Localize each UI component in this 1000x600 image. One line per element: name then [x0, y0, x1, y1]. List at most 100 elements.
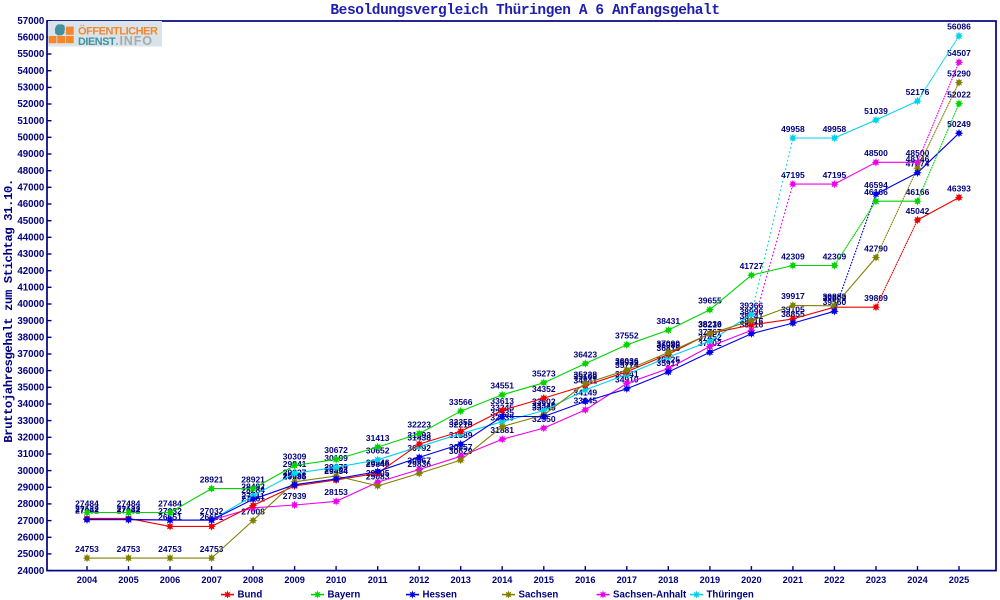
svg-text:2020: 2020 [741, 575, 761, 585]
svg-text:Bruttojahresgehalt zum Stichta: Bruttojahresgehalt zum Stichtag 31.10. [2, 179, 16, 443]
svg-text:50000: 50000 [17, 133, 44, 144]
svg-text:48500: 48500 [906, 148, 930, 158]
svg-text:25000: 25000 [17, 549, 44, 560]
svg-text:2025: 2025 [949, 575, 969, 585]
svg-text:35933: 35933 [615, 358, 639, 368]
svg-text:28153: 28153 [324, 487, 348, 497]
svg-text:Besoldungsvergleich Thüringen: Besoldungsvergleich Thüringen A 6 Anfang… [330, 3, 719, 19]
svg-text:47195: 47195 [823, 170, 847, 180]
svg-text:53000: 53000 [17, 83, 44, 94]
svg-text:37000: 37000 [17, 349, 44, 360]
svg-text:2007: 2007 [201, 575, 221, 585]
svg-text:Bund: Bund [238, 589, 263, 600]
svg-text:2012: 2012 [409, 575, 429, 585]
svg-text:37552: 37552 [615, 331, 639, 341]
svg-text:32223: 32223 [407, 419, 431, 429]
svg-text:36423: 36423 [573, 349, 597, 359]
svg-text:46393: 46393 [947, 183, 971, 193]
svg-text:2017: 2017 [617, 575, 637, 585]
svg-text:2004: 2004 [77, 575, 98, 585]
svg-text:31000: 31000 [17, 449, 44, 460]
svg-text:46594: 46594 [864, 180, 888, 190]
svg-text:39809: 39809 [823, 293, 847, 303]
svg-text:2021: 2021 [783, 575, 803, 585]
svg-text:47195: 47195 [781, 170, 805, 180]
svg-text:27484: 27484 [117, 498, 141, 508]
svg-text:27484: 27484 [75, 498, 99, 508]
svg-text:38431: 38431 [656, 316, 680, 326]
svg-text:38855: 38855 [781, 309, 805, 319]
svg-text:35774: 35774 [615, 360, 639, 370]
svg-text:32000: 32000 [17, 433, 44, 444]
svg-text:29846: 29846 [366, 459, 390, 469]
svg-text:24753: 24753 [158, 544, 182, 554]
svg-text:24000: 24000 [17, 566, 44, 577]
svg-text:30672: 30672 [324, 445, 348, 455]
svg-text:42790: 42790 [864, 243, 888, 253]
svg-text:39889: 39889 [823, 292, 847, 302]
svg-text:Sachsen: Sachsen [519, 589, 559, 600]
svg-text:26000: 26000 [17, 533, 44, 544]
svg-text:34000: 34000 [17, 399, 44, 410]
svg-text:52000: 52000 [17, 99, 44, 110]
svg-text:38000: 38000 [17, 333, 44, 344]
svg-text:2022: 2022 [824, 575, 844, 585]
svg-text:33566: 33566 [449, 397, 473, 407]
svg-text:35273: 35273 [532, 369, 556, 379]
svg-text:29836: 29836 [407, 459, 431, 469]
svg-text:46166: 46166 [906, 187, 930, 197]
svg-text:33000: 33000 [17, 416, 44, 427]
svg-text:2010: 2010 [326, 575, 346, 585]
svg-text:56000: 56000 [17, 33, 44, 44]
svg-text:54507: 54507 [947, 48, 971, 58]
svg-text:36000: 36000 [17, 366, 44, 377]
svg-text:39105: 39105 [781, 305, 805, 315]
svg-text:55000: 55000 [17, 49, 44, 60]
svg-text:36815: 36815 [656, 343, 680, 353]
svg-text:42309: 42309 [781, 251, 805, 261]
svg-text:40000: 40000 [17, 299, 44, 310]
svg-text:Thüringen: Thüringen [707, 589, 754, 600]
svg-text:49958: 49958 [781, 124, 805, 134]
svg-text:52176: 52176 [906, 87, 930, 97]
svg-text:30000: 30000 [17, 466, 44, 477]
svg-text:57000: 57000 [17, 16, 44, 27]
svg-text:29000: 29000 [17, 483, 44, 494]
svg-text:46000: 46000 [17, 199, 44, 210]
svg-text:Sachsen-Anhalt: Sachsen-Anhalt [613, 589, 687, 600]
svg-text:33613: 33613 [490, 396, 514, 406]
svg-text:28921: 28921 [241, 474, 265, 484]
svg-text:38219: 38219 [698, 320, 722, 330]
svg-text:28000: 28000 [17, 499, 44, 510]
svg-text:51000: 51000 [17, 116, 44, 127]
svg-text:31413: 31413 [366, 433, 390, 443]
svg-text:2016: 2016 [575, 575, 595, 585]
svg-text:39809: 39809 [864, 293, 888, 303]
svg-text:49000: 49000 [17, 149, 44, 160]
svg-text:38236: 38236 [698, 319, 722, 329]
svg-text:47000: 47000 [17, 183, 44, 194]
svg-text:2024: 2024 [907, 575, 928, 585]
svg-text:30629: 30629 [449, 446, 473, 456]
svg-text:36036: 36036 [615, 356, 639, 366]
svg-text:39917: 39917 [781, 291, 805, 301]
svg-text:42309: 42309 [823, 251, 847, 261]
svg-text:2006: 2006 [160, 575, 180, 585]
svg-text:30309: 30309 [283, 451, 307, 461]
svg-text:41000: 41000 [17, 283, 44, 294]
svg-text:27032: 27032 [200, 506, 224, 516]
svg-text:32355: 32355 [449, 417, 473, 427]
svg-text:53290: 53290 [947, 68, 971, 78]
svg-text:31438: 31438 [407, 433, 431, 443]
svg-text:54000: 54000 [17, 66, 44, 77]
svg-text:32216: 32216 [449, 420, 473, 430]
svg-text:44000: 44000 [17, 233, 44, 244]
svg-text:27484: 27484 [158, 498, 182, 508]
svg-text:24753: 24753 [75, 544, 99, 554]
svg-text:2015: 2015 [534, 575, 554, 585]
svg-text:35108: 35108 [573, 371, 597, 381]
svg-text:42000: 42000 [17, 266, 44, 277]
svg-text:52022: 52022 [947, 90, 971, 100]
svg-text:39366: 39366 [740, 300, 764, 310]
svg-text:45042: 45042 [906, 206, 930, 216]
